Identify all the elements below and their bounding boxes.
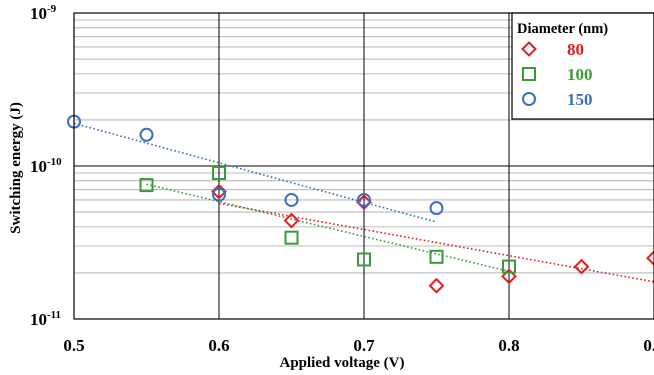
legend-box bbox=[511, 12, 654, 120]
data-point-150 bbox=[284, 192, 299, 207]
x-tick-label: 0.8 bbox=[498, 336, 519, 355]
plot-frame bbox=[73, 12, 654, 320]
data-point-80 bbox=[356, 194, 372, 211]
data-point-100 bbox=[212, 166, 226, 181]
data-point-80 bbox=[501, 268, 517, 285]
legend-marker-100 bbox=[522, 67, 536, 81]
data-point-150 bbox=[212, 187, 226, 202]
marker-layer bbox=[67, 114, 654, 294]
data-point-100 bbox=[357, 252, 371, 267]
x-tick-label: 0.7 bbox=[353, 336, 375, 355]
y-tick-label: 10-11 bbox=[30, 309, 61, 329]
x-tick-label: 0.5 bbox=[63, 336, 84, 355]
legend-marker-150 bbox=[522, 92, 536, 106]
legend-title: Diameter (nm) bbox=[517, 21, 608, 37]
legend-label-100: 100 bbox=[567, 65, 593, 84]
data-point-150 bbox=[357, 192, 371, 207]
x-axis-label: Applied voltage (V) bbox=[280, 355, 405, 371]
axes: 0.5 0.6 0.7 0.8 0.9 10-9 10-10 10-11 bbox=[30, 3, 654, 355]
data-point-100 bbox=[284, 230, 299, 245]
legend-label-150: 150 bbox=[567, 90, 593, 109]
data-point-80 bbox=[428, 277, 445, 294]
x-tick-label: 0.6 bbox=[208, 336, 229, 355]
data-point-100 bbox=[429, 249, 444, 264]
data-point-80 bbox=[283, 212, 300, 229]
legend-marker-80 bbox=[521, 41, 537, 57]
data-point-100 bbox=[502, 259, 516, 274]
y-tick-label: 10-9 bbox=[30, 3, 57, 23]
x-tick-label: 0.9 bbox=[643, 336, 654, 355]
trend-layer bbox=[73, 122, 654, 283]
data-point-150 bbox=[139, 127, 154, 142]
y-tick-label: 10-10 bbox=[30, 156, 62, 176]
data-point-150 bbox=[429, 201, 444, 216]
trendline-100 bbox=[146, 183, 510, 273]
y-axis-label: Switching energy (J) bbox=[8, 102, 24, 234]
trendline-150 bbox=[73, 122, 437, 223]
data-point-80 bbox=[573, 258, 590, 275]
legend-label-80: 80 bbox=[567, 40, 584, 59]
legend: Diameter (nm) 80 100 150 bbox=[511, 12, 654, 120]
trendline-80 bbox=[218, 202, 654, 283]
data-point-100 bbox=[139, 178, 154, 193]
data-point-80 bbox=[646, 250, 654, 267]
